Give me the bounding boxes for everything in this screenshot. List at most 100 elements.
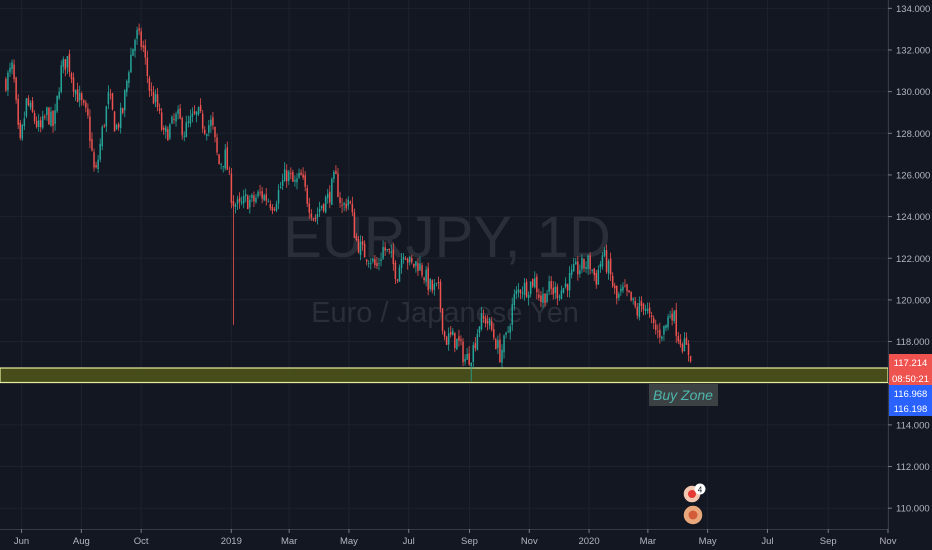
candle-down	[361, 241, 364, 245]
candle-up	[597, 269, 600, 285]
candle-up	[511, 304, 513, 325]
candle-up	[581, 257, 583, 270]
candle-up	[189, 116, 192, 124]
candle-down	[285, 170, 288, 182]
candle-down	[167, 129, 169, 141]
candle-down	[384, 247, 386, 251]
candle-up	[257, 191, 259, 197]
candle-up	[208, 125, 210, 133]
candle-down	[484, 317, 487, 324]
candle-up	[509, 326, 511, 333]
candle-up	[279, 187, 282, 188]
candle-up	[429, 279, 431, 289]
candle-down	[302, 174, 304, 178]
candle-down	[468, 353, 470, 365]
buy-zone-label-text: Buy Zone	[653, 387, 713, 403]
candle-down	[609, 258, 612, 275]
candle-down	[203, 129, 206, 134]
candle-down	[634, 300, 636, 307]
bar-countdown: 08:50:21	[892, 374, 929, 385]
zone-top-badge	[889, 385, 932, 401]
countdown-badge	[889, 370, 932, 386]
candle-up	[320, 205, 323, 209]
candle-down	[439, 281, 442, 309]
candle-down	[404, 259, 407, 260]
candle-up	[343, 202, 345, 205]
last-price-badge	[889, 354, 932, 370]
candle-down	[201, 113, 204, 129]
candle-up	[210, 119, 212, 126]
candle-down	[544, 293, 546, 304]
price-tick-label: 122.000	[896, 254, 930, 265]
candle-up	[154, 93, 157, 102]
price-candles[interactable]	[5, 23, 692, 382]
time-tick-label: Nov	[880, 536, 897, 547]
candle-up	[470, 362, 472, 366]
candle-up	[548, 281, 550, 292]
candle-down	[238, 197, 241, 202]
candle-down	[540, 295, 542, 302]
time-tick-label: Aug	[73, 536, 90, 547]
candle-down	[538, 294, 540, 298]
candle-up	[21, 124, 24, 139]
candle-up	[558, 296, 561, 298]
candle-up	[476, 333, 479, 350]
candle-up	[452, 330, 454, 336]
candle-down	[216, 137, 218, 153]
candle-down	[499, 339, 501, 362]
candle-down	[339, 197, 341, 203]
candle-up	[497, 340, 499, 348]
candle-down	[671, 313, 673, 321]
candle-down	[85, 102, 87, 108]
events-markers[interactable]: 4	[682, 483, 706, 526]
candle-up	[42, 115, 44, 128]
candle-down	[474, 343, 477, 349]
candle-down	[550, 281, 552, 289]
candle-down	[253, 195, 255, 202]
candle-up	[169, 124, 171, 139]
candle-up	[99, 143, 101, 160]
candle-up	[560, 290, 563, 300]
candle-up	[447, 333, 450, 345]
candle-up	[11, 62, 13, 70]
candle-down	[150, 89, 153, 91]
time-tick-label: Nov	[521, 536, 538, 547]
price-tick-label: 134.000	[896, 4, 930, 15]
time-tick-label: Sep	[820, 536, 837, 547]
candle-down	[247, 195, 249, 210]
candle-down	[31, 100, 34, 112]
candle-up	[683, 338, 686, 352]
candle-up	[618, 294, 620, 298]
buy-zone-label[interactable]: Buy Zone	[649, 384, 718, 406]
candle-up	[62, 59, 65, 67]
candle-up	[234, 204, 237, 208]
candle-down	[406, 258, 409, 263]
candle-up	[382, 247, 384, 259]
zone-bottom-price: 116.198	[894, 404, 928, 415]
candle-down	[624, 285, 626, 287]
candle-down	[179, 108, 181, 119]
candle-down	[144, 45, 147, 58]
candle-down	[460, 339, 462, 341]
candle-down	[152, 91, 155, 104]
candle-down	[160, 112, 163, 130]
price-tick-label: 118.000	[896, 337, 930, 348]
candle-up	[187, 121, 190, 123]
candle-down	[654, 324, 657, 331]
candle-down	[48, 107, 50, 125]
candle-down	[341, 204, 343, 206]
candle-up	[130, 54, 132, 73]
candle-up	[298, 172, 300, 178]
candle-up	[527, 294, 530, 299]
price-tick-label: 124.000	[896, 212, 930, 223]
candle-down	[636, 307, 639, 316]
buy-zone-rectangle[interactable]	[0, 367, 889, 384]
candle-up	[165, 127, 167, 132]
candle-up	[74, 90, 77, 95]
candle-down	[80, 93, 83, 101]
candle-up	[331, 178, 333, 205]
time-axis[interactable]: Jun Aug Oct 2019 Mar May Jul Sep Nov 2020 Mar May Ju…	[14, 529, 897, 547]
candle-up	[591, 269, 593, 271]
candle-up	[134, 40, 136, 51]
